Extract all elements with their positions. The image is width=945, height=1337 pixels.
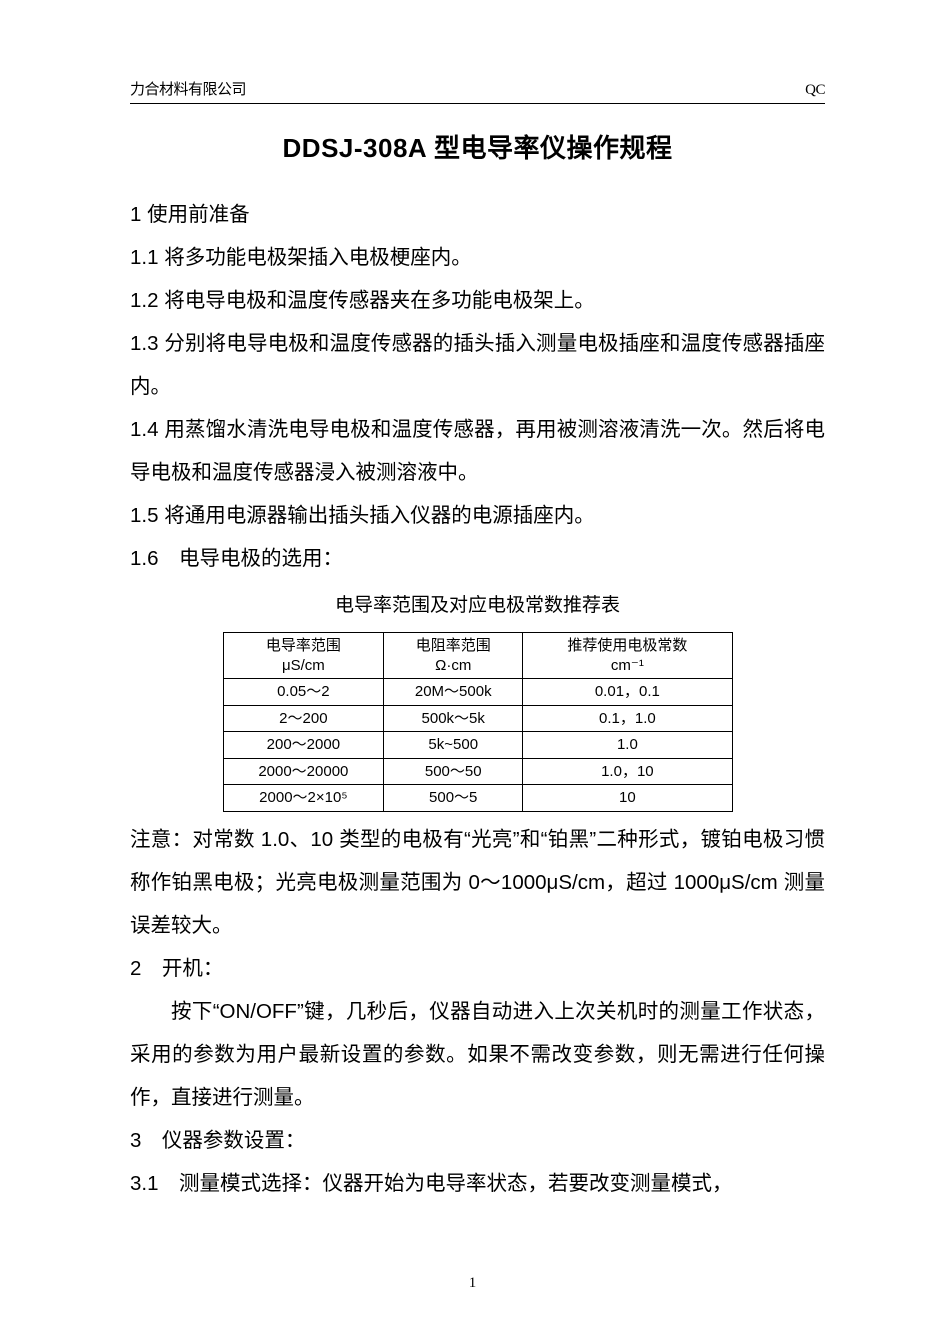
col-header-constant: 推荐使用电极常数 cm⁻¹ [523,633,732,679]
table-row: 0.05～2 20M～500k 0.01，0.1 [223,679,732,706]
item-1-3: 1.3 分别将电导电极和温度传感器的插头插入测量电极插座和温度传感器插座内。 [130,322,825,408]
table-row: 200～2000 5k~500 1.0 [223,732,732,759]
col-header-line2: Ω·cm [388,656,518,676]
item-1-6: 1.6 电导电极的选用： [130,537,825,580]
col-header-line2: cm⁻¹ [527,656,727,676]
col-header-line1: 电阻率范围 [388,636,518,656]
section-3-heading: 3 仪器参数设置： [130,1119,825,1162]
item-1-5: 1.5 将通用电源器输出插头插入仪器的电源插座内。 [130,494,825,537]
table-header-row: 电导率范围 μS/cm 电阻率范围 Ω·cm 推荐使用电极常数 cm⁻¹ [223,633,732,679]
col-header-resistivity: 电阻率范围 Ω·cm [384,633,523,679]
table-cell: 0.01，0.1 [523,679,732,706]
table-caption: 电导率范围及对应电极常数推荐表 [130,586,825,626]
page-number: 1 [0,1275,945,1292]
header-left: 力合材料有限公司 [130,78,246,99]
document-body: 1 使用前准备 1.1 将多功能电极架插入电极梗座内。 1.2 将电导电极和温度… [130,193,825,1205]
table-cell: 500～50 [384,758,523,785]
note-paragraph: 注意：对常数 1.0、10 类型的电极有“光亮”和“铂黑”二种形式，镀铂电极习惯… [130,818,825,947]
table-cell: 20M～500k [384,679,523,706]
table-cell: 1.0，10 [523,758,732,785]
table-cell: 200～2000 [223,732,384,759]
item-3-1: 3.1 测量模式选择：仪器开始为电导率状态，若要改变测量模式， [130,1162,825,1205]
table-cell: 2～200 [223,705,384,732]
col-header-conductivity: 电导率范围 μS/cm [223,633,384,679]
table-row: 2～200 500k～5k 0.1，1.0 [223,705,732,732]
table-row: 2000～2×10⁵ 500～5 10 [223,785,732,812]
section-2-paragraph: 按下“ON/OFF”键，几秒后，仪器自动进入上次关机时的测量工作状态，采用的参数… [130,990,825,1119]
col-header-line2: μS/cm [228,656,380,676]
section-2-heading: 2 开机： [130,947,825,990]
document-title: DDSJ-308A 型电导率仪操作规程 [130,128,825,165]
col-header-line1: 电导率范围 [228,636,380,656]
table-cell: 500k～5k [384,705,523,732]
table-cell: 10 [523,785,732,812]
item-1-2: 1.2 将电导电极和温度传感器夹在多功能电极架上。 [130,279,825,322]
item-1-1: 1.1 将多功能电极架插入电极梗座内。 [130,236,825,279]
table-cell: 500～5 [384,785,523,812]
col-header-line1: 推荐使用电极常数 [527,636,727,656]
table-cell: 5k~500 [384,732,523,759]
electrode-recommendation-table: 电导率范围 μS/cm 电阻率范围 Ω·cm 推荐使用电极常数 cm⁻¹ 0.0… [223,632,733,812]
table-cell: 0.05～2 [223,679,384,706]
header-right: QC [805,82,825,99]
table-cell: 1.0 [523,732,732,759]
page-header: 力合材料有限公司 QC [130,78,825,104]
page: 力合材料有限公司 QC DDSJ-308A 型电导率仪操作规程 1 使用前准备 … [0,0,945,1337]
table-cell: 2000～20000 [223,758,384,785]
section-1-heading: 1 使用前准备 [130,193,825,236]
table-row: 2000～20000 500～50 1.0，10 [223,758,732,785]
item-1-4: 1.4 用蒸馏水清洗电导电极和温度传感器，再用被测溶液清洗一次。然后将电导电极和… [130,408,825,494]
table-cell: 0.1，1.0 [523,705,732,732]
table-cell: 2000～2×10⁵ [223,785,384,812]
